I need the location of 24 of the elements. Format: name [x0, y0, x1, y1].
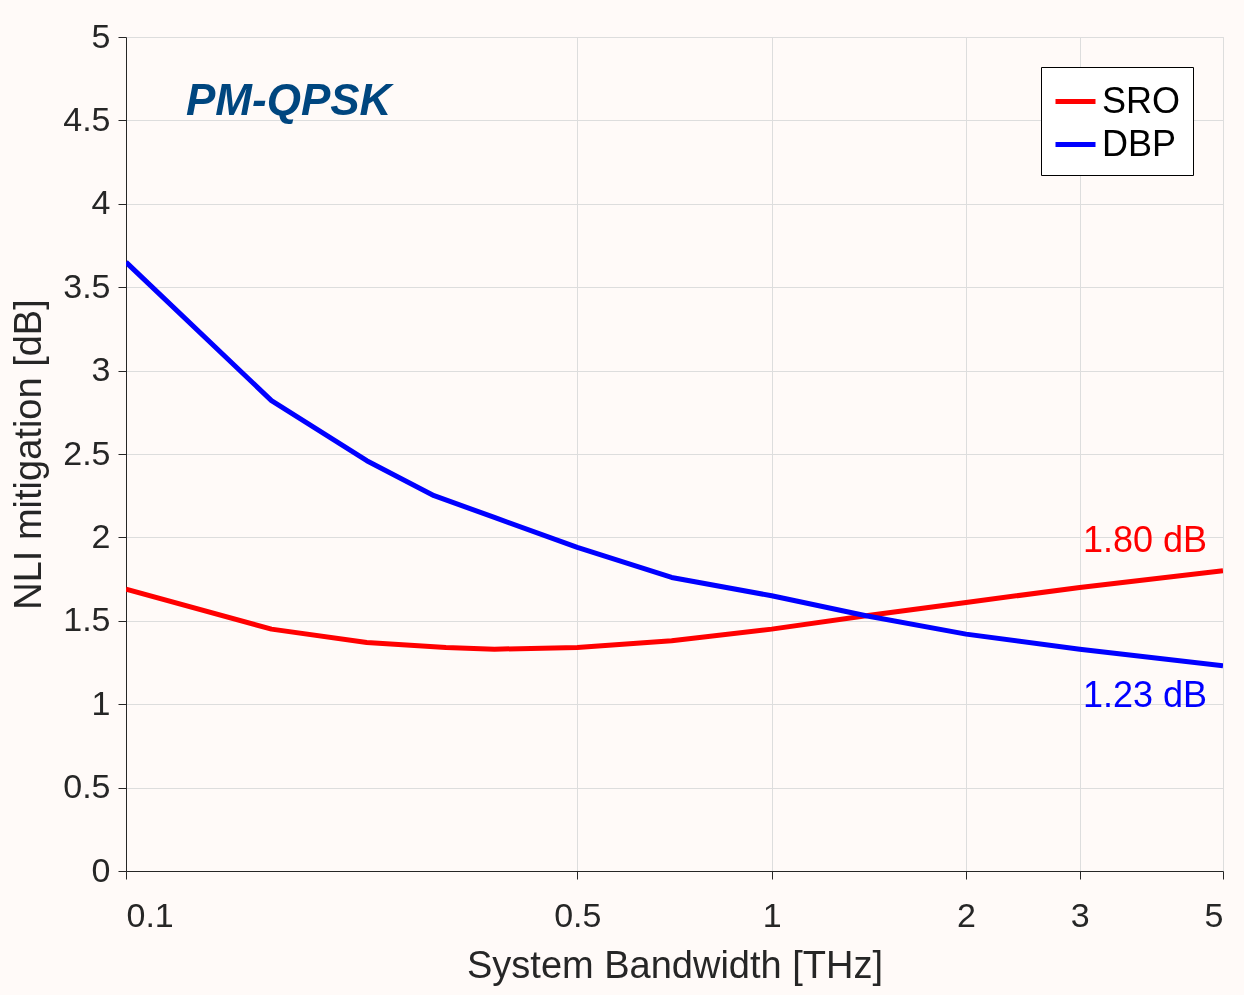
- x-tick-label: 2: [957, 895, 977, 934]
- x-tick-label: 3: [1070, 895, 1090, 934]
- y-tick-label: 3: [91, 350, 111, 389]
- y-tick-label: 5: [91, 16, 111, 55]
- y-tick-label: 4: [91, 183, 111, 222]
- annotation: 1.80 dB: [1082, 518, 1207, 560]
- y-axis-title: NLI mitigation [dB]: [7, 299, 50, 610]
- x-axis-title: System Bandwidth [THz]: [466, 943, 884, 986]
- y-tick-label: 0: [91, 850, 111, 889]
- y-tick-label: 1: [91, 683, 111, 722]
- annotation: PM-QPSK: [186, 75, 395, 124]
- x-tick-label: 0.1: [126, 895, 174, 934]
- y-tick-label: 4.5: [63, 99, 111, 138]
- y-tick-label: 3.5: [63, 266, 111, 305]
- y-tick-label: 0.5: [63, 767, 111, 806]
- legend-label: SRO: [1102, 79, 1181, 121]
- y-tick-label: 2: [91, 516, 111, 555]
- y-tick-label: 2.5: [63, 433, 111, 472]
- x-tick-label: 1: [762, 895, 782, 934]
- y-tick-label: 1.5: [63, 600, 111, 639]
- x-tick-label: 0.5: [554, 895, 602, 934]
- x-tick-label: 5: [1204, 895, 1224, 934]
- annotation: 1.23 dB: [1082, 673, 1207, 715]
- legend-label: DBP: [1102, 122, 1177, 164]
